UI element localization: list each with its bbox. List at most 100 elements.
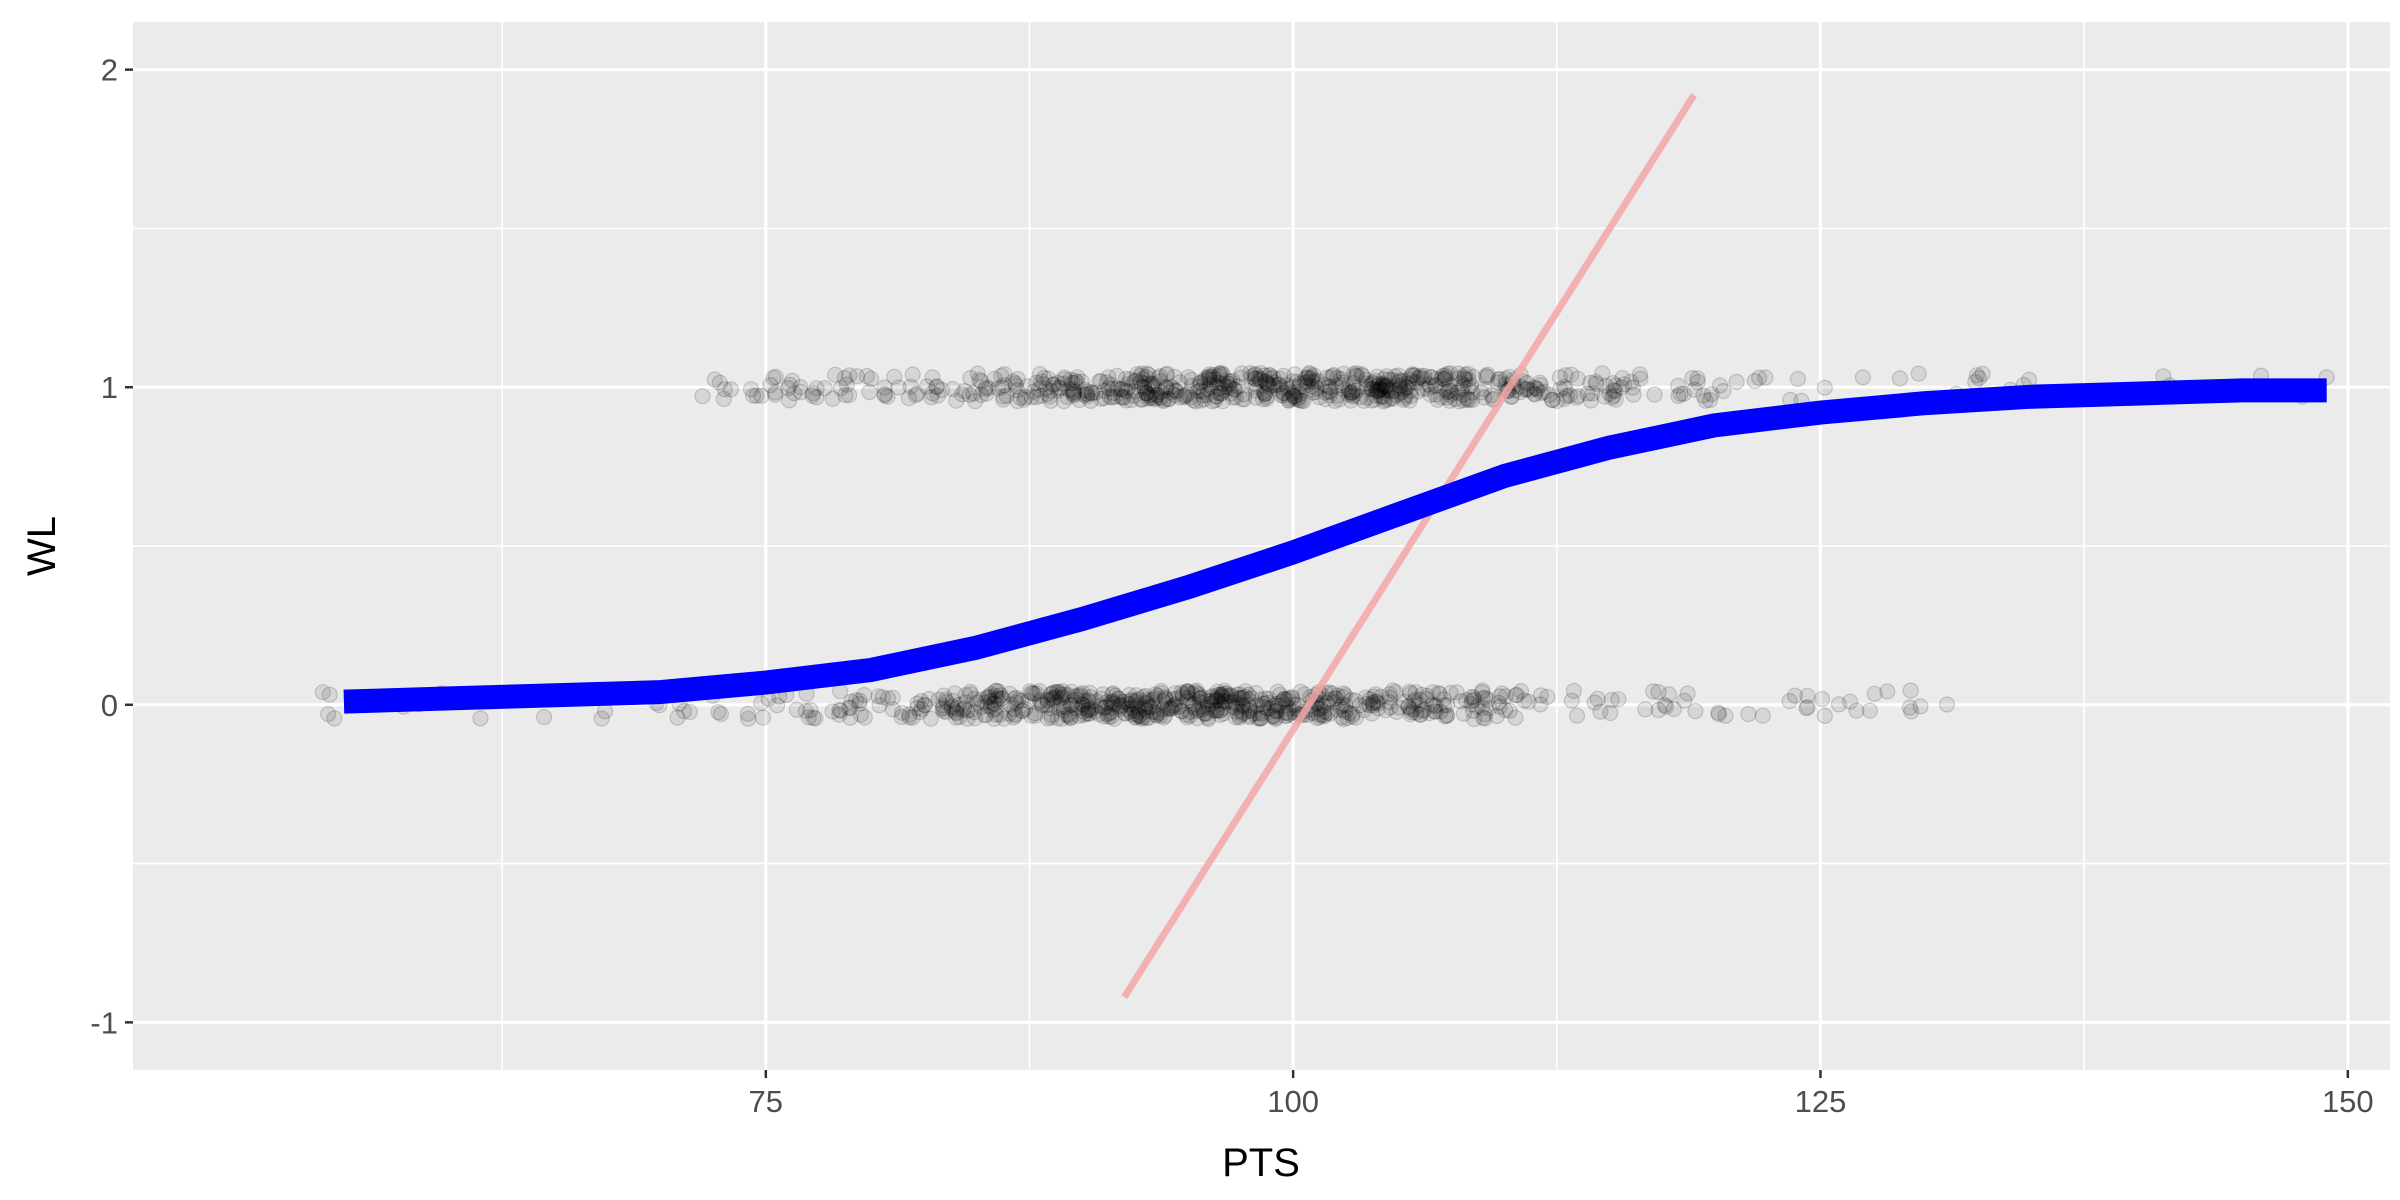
data-point [1133, 365, 1150, 382]
data-point [1252, 710, 1269, 727]
data-point [1098, 694, 1115, 711]
data-point [1059, 388, 1076, 405]
data-point [1428, 371, 1445, 388]
data-point [874, 689, 891, 706]
data-point [1030, 381, 1048, 398]
data-point [955, 700, 973, 717]
data-point [1596, 388, 1613, 405]
data-point [909, 385, 926, 402]
data-point [1126, 373, 1143, 390]
data-point [1602, 704, 1619, 722]
data-point [1588, 375, 1605, 392]
data-point [1543, 391, 1561, 408]
data-point [1291, 378, 1308, 395]
data-point [1178, 706, 1195, 723]
data-point [996, 377, 1013, 394]
major-gridlines [133, 22, 2390, 1070]
data-point [1162, 384, 1180, 401]
data-point [1212, 385, 1229, 402]
data-point [1067, 688, 1084, 705]
data-point [1501, 702, 1518, 719]
data-point [1211, 686, 1228, 703]
data-point [1080, 693, 1098, 711]
data-point [996, 710, 1013, 727]
data-point [836, 370, 853, 387]
data-point [1402, 382, 1419, 400]
data-point [943, 698, 960, 715]
data-point [837, 387, 854, 404]
data-point [1043, 706, 1060, 724]
data-point [1203, 688, 1221, 705]
data-point [1354, 367, 1371, 384]
data-point [944, 692, 962, 709]
data-point [762, 377, 779, 394]
data-point [1034, 697, 1051, 714]
data-point [1508, 686, 1525, 704]
data-point [1336, 687, 1354, 704]
data-point [966, 690, 983, 708]
data-point [1275, 691, 1292, 708]
data-point [1247, 389, 1265, 406]
data-point [1390, 367, 1407, 384]
data-point [870, 688, 887, 705]
data-point [1137, 369, 1155, 386]
data-point [1205, 371, 1223, 388]
data-point [1103, 694, 1121, 712]
data-point [715, 390, 733, 407]
data-point [863, 370, 880, 387]
data-point [1247, 684, 1265, 702]
data-point [1136, 380, 1153, 397]
data-point [1291, 392, 1308, 409]
data-point [1483, 387, 1500, 404]
data-point [986, 710, 1003, 727]
data-point [1112, 698, 1130, 715]
data-point [1213, 688, 1230, 705]
data-point [768, 697, 786, 714]
data-point [935, 703, 952, 720]
data-point [1268, 703, 1285, 720]
data-point [1152, 373, 1169, 390]
data-point [1234, 696, 1251, 714]
data-point [1402, 387, 1420, 404]
data-point [1382, 699, 1399, 716]
data-point [1173, 684, 1190, 701]
data-point [1194, 689, 1211, 706]
data-point [1396, 693, 1413, 710]
data-point [1145, 703, 1162, 720]
data-point [1136, 378, 1153, 396]
data-point [1228, 696, 1245, 713]
data-point [1286, 390, 1304, 407]
data-point [1341, 384, 1358, 401]
data-point [1491, 698, 1508, 715]
data-point [980, 380, 997, 397]
data-point [1196, 705, 1213, 722]
data-point [986, 370, 1003, 387]
data-point [1292, 683, 1309, 700]
data-point [884, 689, 901, 706]
data-point [1192, 694, 1209, 711]
data-point [1423, 369, 1440, 386]
data-point [1117, 392, 1135, 409]
data-point [1414, 380, 1432, 397]
data-point [1139, 390, 1157, 407]
data-point [1435, 691, 1452, 708]
data-point [1265, 377, 1282, 394]
data-point [314, 684, 331, 701]
data-point [1728, 373, 1745, 390]
data-point [1421, 704, 1438, 722]
data-point [1211, 702, 1229, 719]
data-point [1272, 387, 1290, 404]
data-point [1153, 390, 1170, 407]
data-point [1127, 708, 1145, 725]
data-point [1507, 709, 1524, 726]
data-point [1317, 384, 1334, 401]
data-point [1208, 702, 1225, 720]
data-point [1073, 373, 1091, 390]
data-point [1019, 378, 1036, 395]
data-point [1258, 390, 1275, 407]
data-point [1459, 365, 1477, 382]
data-point [1063, 374, 1081, 391]
data-point [1080, 699, 1097, 716]
data-point [753, 695, 770, 712]
data-point [1321, 383, 1339, 400]
